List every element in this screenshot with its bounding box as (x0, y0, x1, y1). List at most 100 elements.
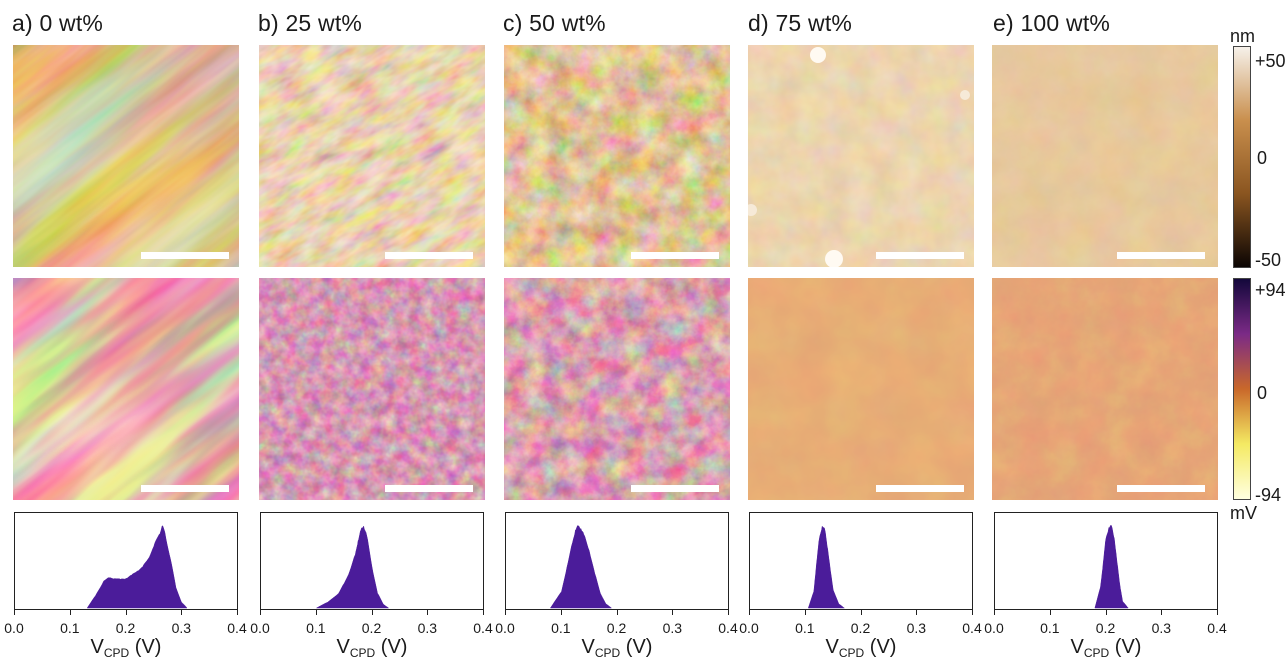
panel-label-d: d) 75 wt% (748, 10, 853, 36)
cpd-map-c (504, 278, 730, 500)
histogram-svg (549, 525, 613, 609)
cpd-colorbar-max: +94 (1255, 280, 1286, 300)
height-colorbar-mid: 0 (1257, 148, 1268, 168)
x-tick-label: 0.4 (718, 620, 738, 636)
x-tick-label: 0.0 (250, 620, 270, 636)
x-tick-mark (14, 610, 15, 615)
x-tick-label: 0.1 (1040, 620, 1060, 636)
panel-label-b: b) 25 wt% (258, 10, 363, 36)
x-tick-mark (427, 610, 429, 615)
histogram-svg (86, 525, 188, 609)
histogram-c (505, 512, 729, 610)
scale-bar (141, 485, 229, 492)
panel-label-c: c) 50 wt% (503, 10, 606, 36)
topography-map-e (992, 45, 1218, 267)
cpd-map-a (13, 278, 239, 500)
height-colorbar (1233, 46, 1251, 268)
x-tick-mark (672, 610, 674, 615)
x-axis-label: VCPD (V) (581, 636, 653, 660)
x-tick-mark (804, 610, 806, 615)
scale-bar (876, 485, 964, 492)
x-tick-mark (916, 610, 918, 615)
x-tick-label: 0.1 (60, 620, 80, 636)
scale-bar (385, 252, 473, 259)
histogram-e (994, 512, 1218, 610)
panel-label-a: a) 0 wt% (12, 10, 104, 36)
x-tick-label: 0.4 (1207, 620, 1227, 636)
scale-bar (876, 252, 964, 259)
x-tick-label: 0.0 (495, 620, 515, 636)
x-tick-mark (728, 610, 729, 615)
histogram-svg (807, 525, 846, 609)
x-tick-label: 0.4 (227, 620, 247, 636)
x-tick-label: 0.1 (795, 620, 815, 636)
cpd-colorbar-unit: mV (1230, 503, 1257, 523)
scale-bar (385, 485, 473, 492)
scale-bar (141, 252, 229, 259)
x-tick-mark (125, 610, 127, 615)
x-tick-mark (972, 610, 973, 615)
x-tick-label: 0.0 (4, 620, 24, 636)
height-colorbar-min: -50 (1255, 250, 1282, 270)
histogram-distribution (316, 525, 390, 609)
x-tick-mark (69, 610, 71, 615)
x-tick-mark (749, 610, 750, 615)
height-colorbar-max: +50 (1255, 51, 1286, 71)
x-tick-label: 0.2 (1095, 620, 1116, 636)
x-axis-label: VCPD (V) (90, 636, 162, 660)
cpd-colorbar-min: -94 (1255, 485, 1282, 505)
x-tick-mark (860, 610, 862, 615)
height-colorbar-unit: nm (1230, 26, 1256, 46)
x-axis-label: VCPD (V) (336, 636, 408, 660)
x-tick-label: 0.2 (361, 620, 382, 636)
x-tick-label: 0.0 (739, 620, 759, 636)
histogram-svg (1094, 524, 1129, 609)
histogram-a (14, 512, 238, 610)
x-tick-label: 0.3 (417, 620, 438, 636)
x-tick-mark (237, 610, 238, 615)
histogram-distribution (86, 525, 188, 609)
histogram-distribution (549, 525, 613, 609)
topography-map-a (13, 45, 239, 267)
x-tick-label: 0.3 (906, 620, 927, 636)
x-tick-label: 0.1 (551, 620, 571, 636)
x-tick-mark (616, 610, 618, 615)
x-tick-mark (1161, 610, 1163, 615)
histogram-distribution (1094, 524, 1129, 609)
cpd-colorbar (1233, 278, 1251, 500)
x-tick-label: 0.2 (115, 620, 136, 636)
x-tick-mark (315, 610, 317, 615)
histogram-svg (316, 525, 390, 609)
x-tick-mark (1049, 610, 1051, 615)
x-tick-mark (1105, 610, 1107, 615)
scale-bar (1117, 252, 1205, 259)
x-tick-label: 0.2 (850, 620, 871, 636)
topography-map-c (504, 45, 730, 267)
x-tick-mark (483, 610, 484, 615)
x-tick-label: 0.3 (662, 620, 683, 636)
histogram-b (260, 512, 484, 610)
cpd-map-e (992, 278, 1218, 500)
x-axis-label: VCPD (V) (1070, 636, 1142, 660)
x-tick-mark (1217, 610, 1218, 615)
x-tick-mark (505, 610, 506, 615)
cpd-map-b (259, 278, 485, 500)
x-tick-label: 0.2 (606, 620, 627, 636)
panel-label-e: e) 100 wt% (993, 10, 1111, 36)
histogram-distribution (807, 525, 846, 609)
histogram-d (749, 512, 973, 610)
scale-bar (1117, 485, 1205, 492)
topography-map-b (259, 45, 485, 267)
scale-bar (631, 252, 719, 259)
topography-map-d (748, 45, 974, 267)
x-tick-label: 0.4 (473, 620, 493, 636)
x-tick-mark (181, 610, 183, 615)
scale-bar (631, 485, 719, 492)
x-tick-mark (260, 610, 261, 615)
x-axis-label: VCPD (V) (825, 636, 897, 660)
cpd-map-d (748, 278, 974, 500)
x-tick-mark (371, 610, 373, 615)
x-tick-label: 0.3 (171, 620, 192, 636)
x-tick-label: 0.3 (1151, 620, 1172, 636)
cpd-colorbar-mid: 0 (1257, 383, 1268, 403)
